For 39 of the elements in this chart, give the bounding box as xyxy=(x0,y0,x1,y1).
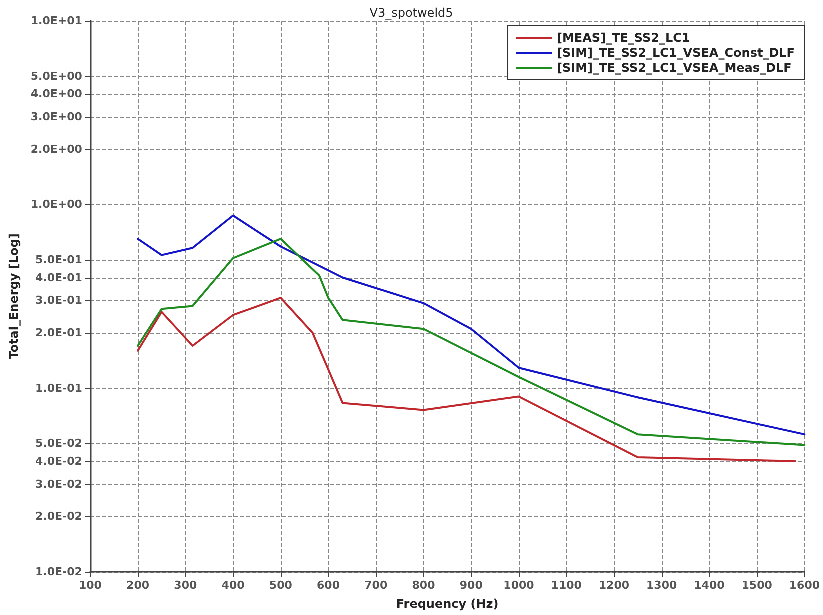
y-tick-label: 2.0E-01 xyxy=(36,326,82,340)
y-tick-label: 4.0E-02 xyxy=(36,454,82,468)
y-tick-label: 5.0E-01 xyxy=(36,253,82,266)
legend-label: [MEAS]_TE_SS2_LC1 xyxy=(557,31,690,45)
x-tick-label: 300 xyxy=(174,579,198,592)
y-tick-label: 2.0E-02 xyxy=(36,510,82,524)
y-tick-label: 3.0E-01 xyxy=(36,294,82,308)
x-tick-label: 500 xyxy=(269,579,293,592)
x-tick-label: 600 xyxy=(317,579,340,592)
x-tick-label: 1400 xyxy=(694,579,726,592)
y-tick-label: 1.0E+00 xyxy=(30,198,83,212)
legend-label: [SIM]_TE_SS2_LC1_VSEA_Const_DLF xyxy=(557,46,796,60)
x-tick-label: 1600 xyxy=(789,579,820,592)
y-tick-label: 1.0E-02 xyxy=(36,566,82,578)
y-tick-label: 3.0E-02 xyxy=(36,478,82,491)
x-tick-label: 1100 xyxy=(551,579,582,592)
x-tick-label: 200 xyxy=(126,579,150,592)
y-tick-label: 4.0E+00 xyxy=(30,88,83,101)
x-tick-label: 1300 xyxy=(646,579,678,592)
x-tick-label: 1200 xyxy=(598,579,630,592)
y-tick-label: 3.0E+00 xyxy=(30,110,83,124)
y-axis-title: Total_Energy [Log] xyxy=(7,234,21,360)
x-tick-label: 400 xyxy=(222,579,246,592)
x-tick-label: 800 xyxy=(412,579,436,592)
y-tick-label: 2.0E+00 xyxy=(30,142,83,156)
x-tick-label: 1500 xyxy=(742,579,773,592)
x-tick-label: 100 xyxy=(78,579,102,592)
x-tick-label: 1000 xyxy=(504,579,535,592)
y-tick-label: 1.0E-01 xyxy=(36,382,82,395)
legend-label: [SIM]_TE_SS2_LC1_VSEA_Meas_DLF xyxy=(557,61,792,75)
y-tick-label: 1.0E+01 xyxy=(30,14,82,28)
x-tick-label: 900 xyxy=(460,579,484,592)
line-series xyxy=(137,297,796,462)
y-tick-label: 5.0E-02 xyxy=(36,437,82,450)
y-tick-label: 4.0E-01 xyxy=(36,271,82,284)
chart-title: V3_spotweld5 xyxy=(370,6,454,20)
x-tick-label: 700 xyxy=(364,579,388,592)
y-tick-label: 5.0E+00 xyxy=(30,70,83,83)
x-axis-title: Frequency (Hz) xyxy=(396,597,499,611)
